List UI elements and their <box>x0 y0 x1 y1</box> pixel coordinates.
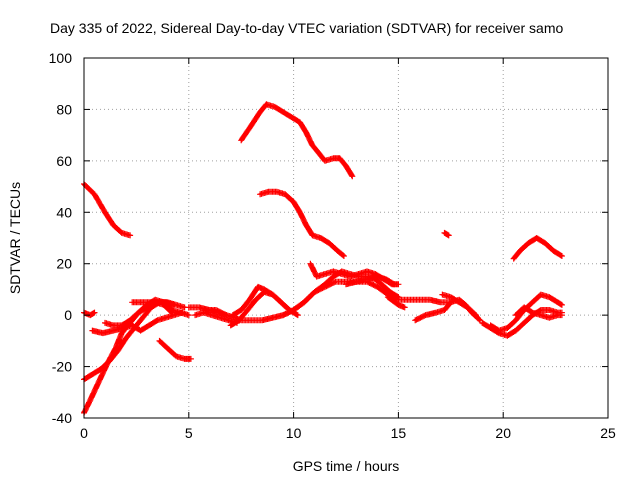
series-markers <box>290 278 454 313</box>
series-markers <box>439 291 479 319</box>
series-track-13 <box>229 283 293 319</box>
series-markers <box>510 235 565 262</box>
gridlines <box>84 58 608 418</box>
series-markers <box>441 229 452 239</box>
series-track-15 <box>257 188 347 259</box>
y-tick-label: 60 <box>56 153 72 169</box>
y-tick-label: -40 <box>52 410 72 426</box>
series-track-27 <box>510 235 565 262</box>
plot-frame <box>83 57 609 419</box>
series-markers <box>384 294 408 311</box>
x-tick-label: 10 <box>286 425 302 441</box>
y-tick-label: 80 <box>56 101 72 117</box>
axis-ticks: 0 5 10 15 20 25 -40 -20 0 20 40 60 80 100 <box>49 50 616 441</box>
y-tick-label: -20 <box>52 359 72 375</box>
x-tick-label: 25 <box>600 425 616 441</box>
series-track-01 <box>81 181 134 239</box>
series-track-26 <box>512 304 565 321</box>
series-markers <box>89 309 186 337</box>
chart-title: Day 335 of 2022, Sidereal Day-to-day VTE… <box>50 20 563 36</box>
y-axis-label: SDTVAR / TECUs <box>7 182 23 294</box>
series-markers <box>238 101 356 180</box>
series-markers <box>343 273 398 288</box>
series-track-07 <box>129 299 178 308</box>
y-tick-label: 100 <box>49 50 73 66</box>
x-axis-label: GPS time / hours <box>293 458 400 474</box>
series-track-19 <box>343 273 398 288</box>
x-tick-label: 5 <box>185 425 193 441</box>
series-track-22 <box>439 291 479 319</box>
series-markers <box>257 188 347 259</box>
x-tick-label: 20 <box>495 425 511 441</box>
y-tick-label: 20 <box>56 256 72 272</box>
y-tick-label: 0 <box>64 307 72 323</box>
series-track-08 <box>156 337 194 362</box>
series-markers <box>512 304 565 321</box>
series-markers <box>156 337 194 362</box>
series-markers <box>229 283 293 319</box>
series-markers <box>129 299 178 308</box>
series-track-23 <box>441 229 452 239</box>
x-tick-label: 0 <box>80 425 88 441</box>
y-tick-label: 40 <box>56 204 72 220</box>
data-series <box>81 101 565 416</box>
series-track-18 <box>290 278 454 313</box>
series-track-05 <box>89 309 186 337</box>
series-markers <box>81 309 98 319</box>
series-track-20 <box>384 294 408 311</box>
series-markers <box>81 181 134 239</box>
series-track-14 <box>238 101 356 180</box>
x-tick-label: 15 <box>391 425 407 441</box>
series-track-04 <box>81 309 98 319</box>
